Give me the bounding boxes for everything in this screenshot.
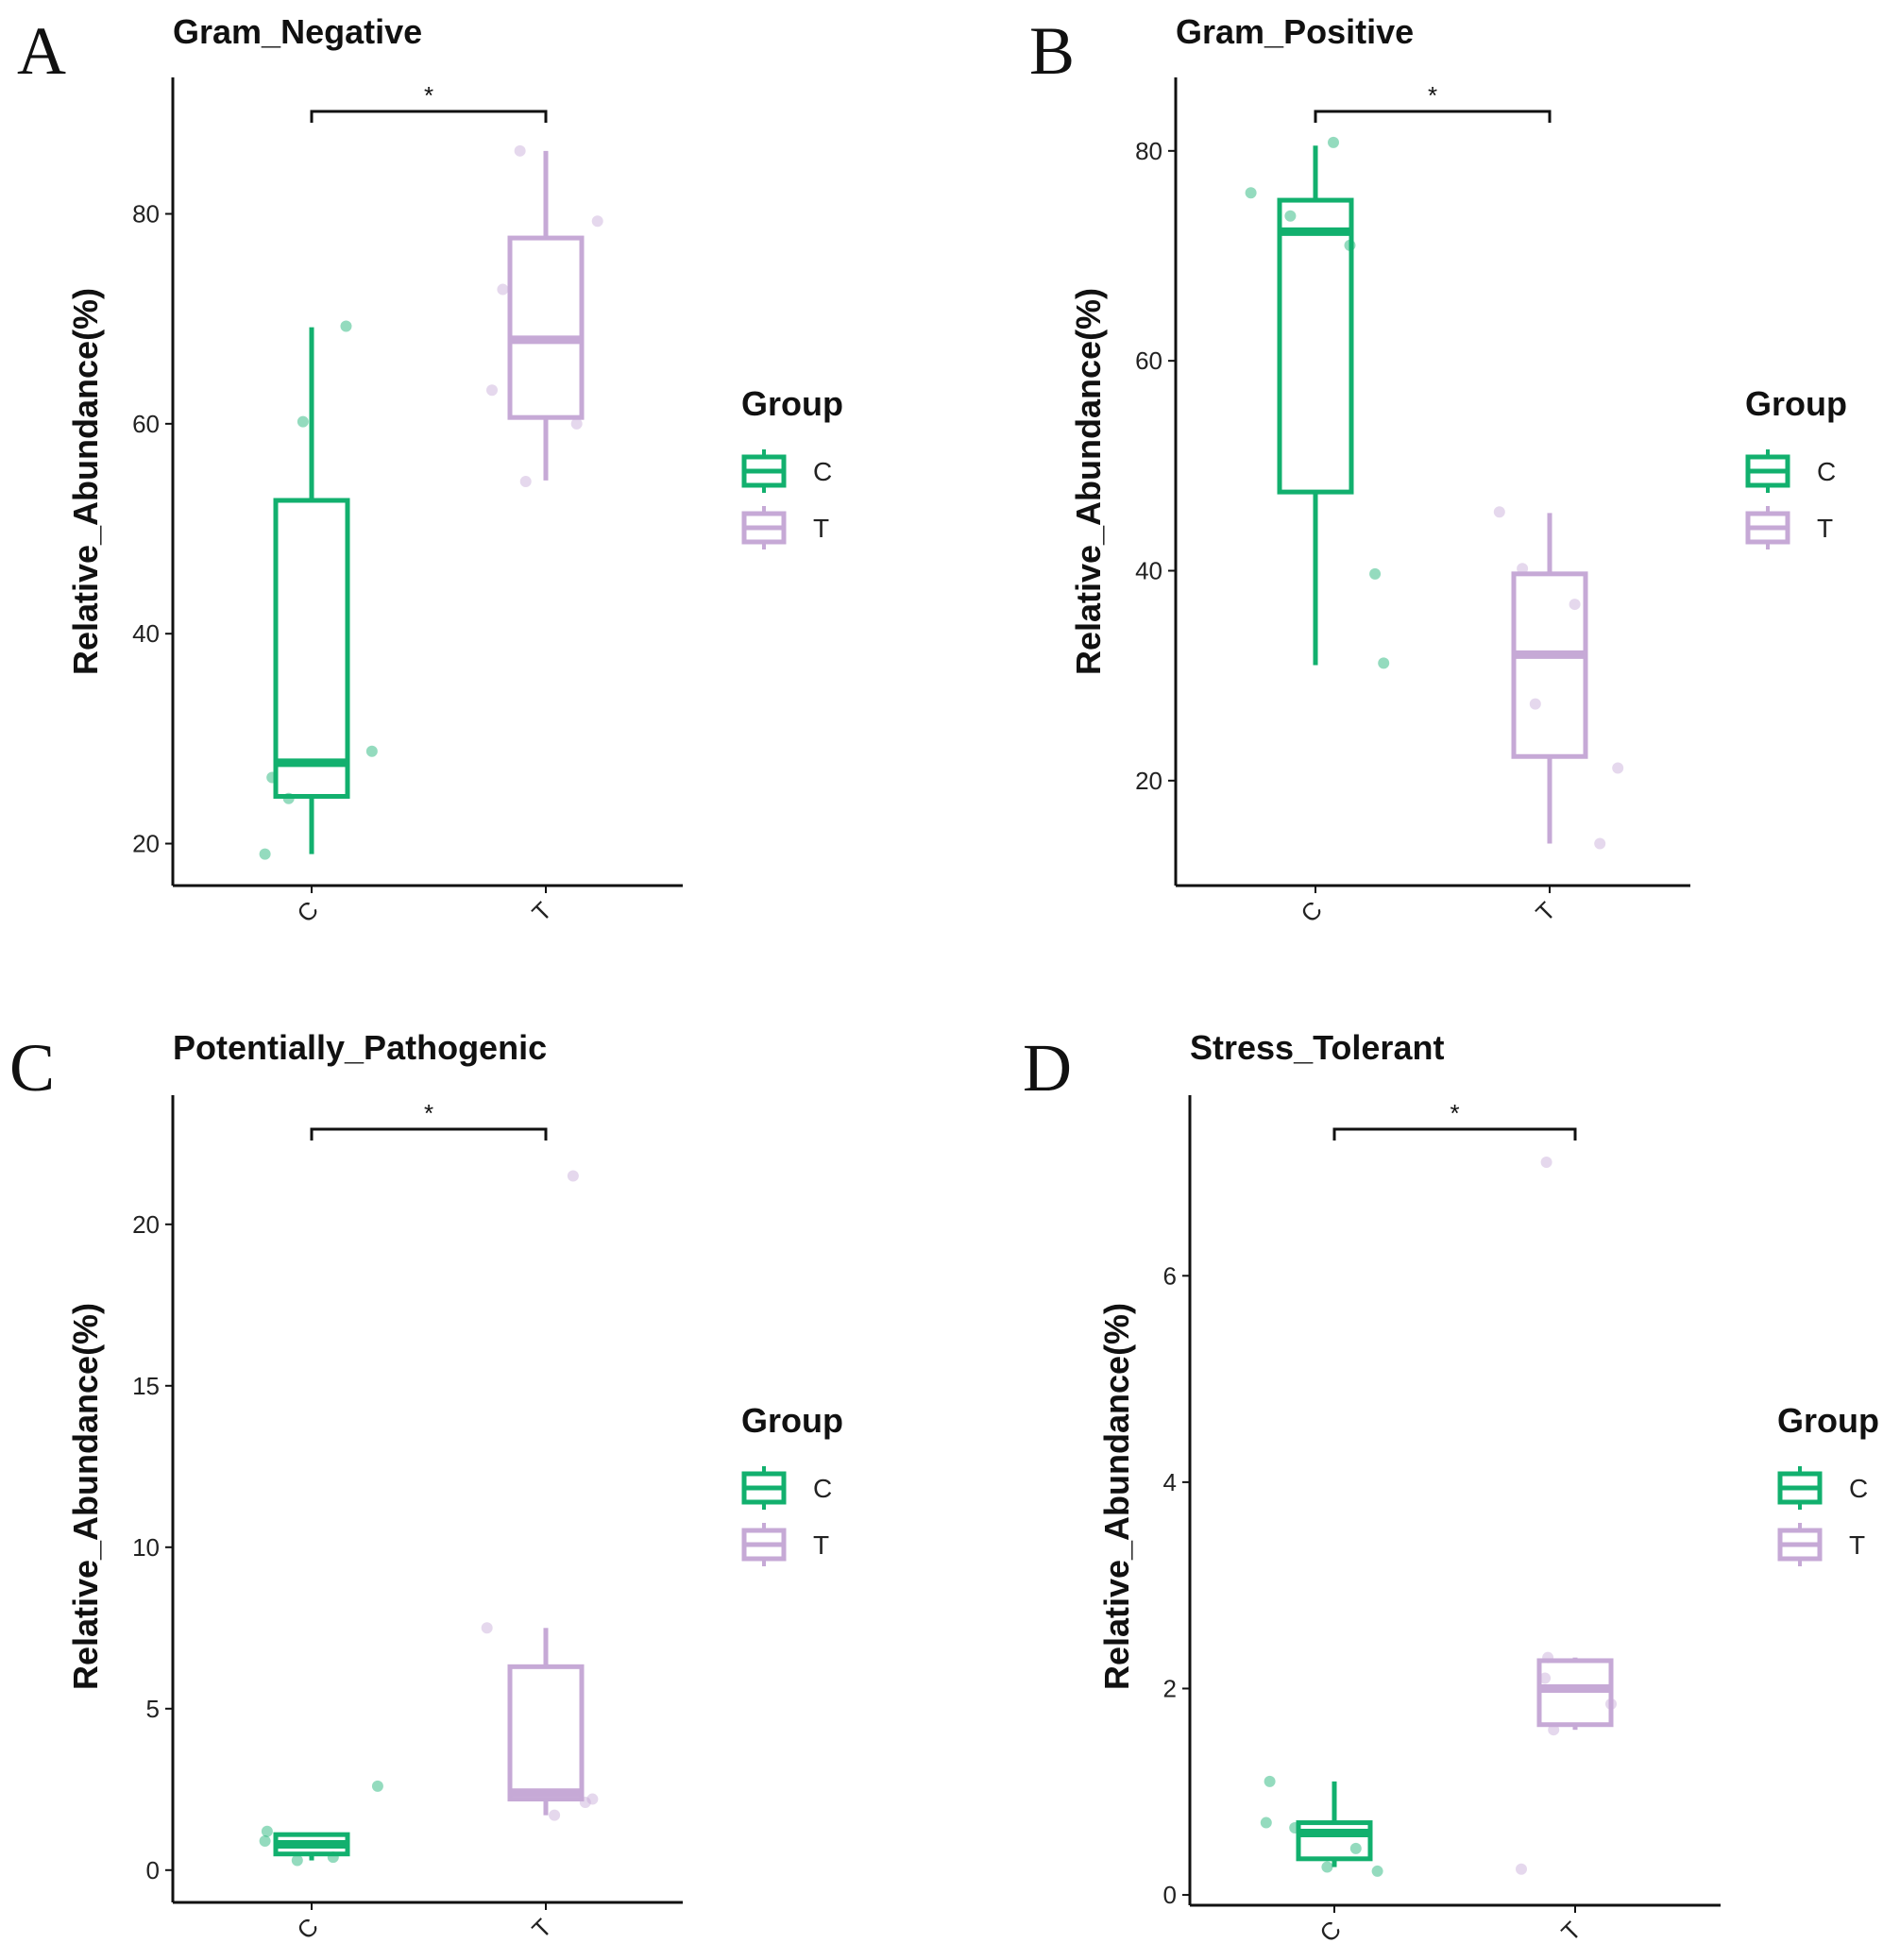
panel-a-legend-key-c — [741, 449, 787, 493]
panel-a-y-tick-label: 60 — [132, 410, 160, 438]
panel-a-point-t — [497, 283, 509, 296]
panel-a-y-tick-label: 20 — [132, 830, 160, 858]
panel-a-y-tick-label: 40 — [132, 619, 160, 648]
panel-a-point-c — [365, 745, 378, 757]
panel-a-legend-label-t: T — [813, 514, 829, 543]
panel-a-significance-bracket: * — [310, 81, 548, 123]
panel-a-plot-area: 20 40 60 80 C T * — [132, 77, 683, 928]
panel-a-point-t — [514, 144, 526, 157]
panel-a-title: Gram_Negative — [173, 12, 422, 51]
panel-a-legend-key-t — [741, 506, 787, 549]
panel-a-point-t — [486, 384, 498, 397]
panel-a-point-c — [297, 415, 309, 428]
panel-a-legend: Group CT — [741, 384, 843, 549]
panel-a-point-t — [570, 417, 583, 430]
panel-a-y-axis-label: Relative_Abundance(%) — [66, 288, 105, 675]
panel-a-point-t — [519, 476, 532, 487]
panel-a: A Gram_Negative Relative_Abundance(%) 20… — [17, 12, 843, 928]
panel-a-legend-label-c: C — [813, 457, 832, 486]
panel-a-legend-title: Group — [741, 384, 843, 423]
panel-a-significance-label: * — [424, 81, 433, 110]
panel-a-bracket-line — [310, 110, 548, 123]
panel-a-box-body — [507, 235, 585, 420]
panel-a-box-c — [259, 320, 378, 860]
panel-a-point-c — [259, 848, 271, 860]
panel-a-point-t — [591, 215, 603, 228]
panel-a-y-tick-label: 80 — [132, 200, 160, 228]
panel-a-x-tick-label: T — [526, 896, 557, 927]
panel-a-x-tick-label: C — [291, 895, 323, 927]
panel-a-point-c — [340, 320, 352, 332]
panel-a-box-body — [273, 498, 350, 800]
panel-a-box-t — [486, 144, 603, 487]
panel-a-letter: A — [17, 13, 66, 89]
